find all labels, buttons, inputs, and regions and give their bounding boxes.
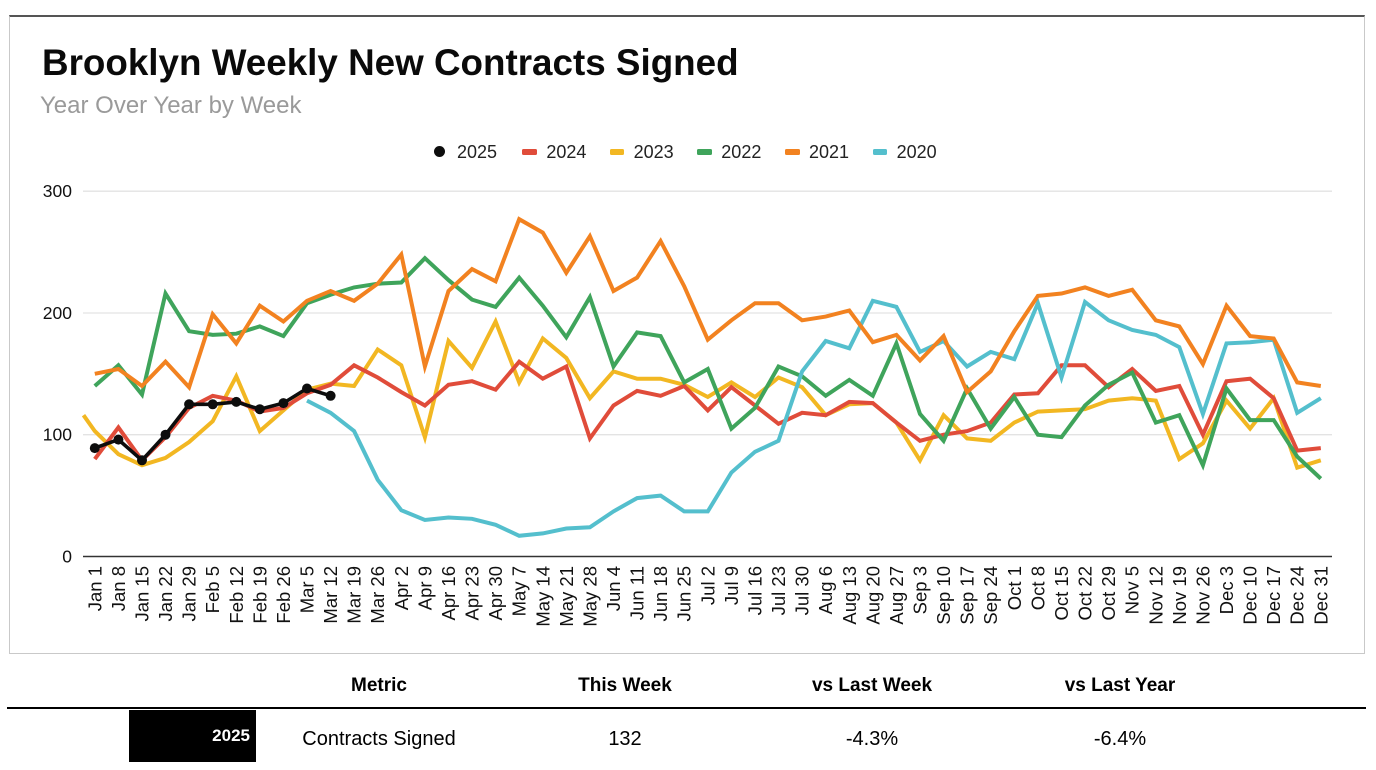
svg-text:Jan 1: Jan 1 <box>84 566 105 611</box>
svg-text:Aug 6: Aug 6 <box>815 566 836 614</box>
svg-text:Jun 25: Jun 25 <box>674 566 695 622</box>
svg-text:Dec 24: Dec 24 <box>1287 566 1308 625</box>
svg-text:Dec 17: Dec 17 <box>1263 566 1284 625</box>
svg-text:Sep 17: Sep 17 <box>957 566 978 625</box>
svg-text:Feb 19: Feb 19 <box>249 566 270 624</box>
svg-text:Aug 13: Aug 13 <box>839 566 860 625</box>
svg-text:Apr 23: Apr 23 <box>462 566 483 621</box>
svg-text:May 21: May 21 <box>556 566 577 627</box>
svg-text:Oct 8: Oct 8 <box>1027 566 1048 610</box>
svg-text:Mar 5: Mar 5 <box>297 566 318 613</box>
svg-text:Oct 15: Oct 15 <box>1051 566 1072 621</box>
svg-text:Feb 26: Feb 26 <box>273 566 294 624</box>
svg-text:Apr 2: Apr 2 <box>391 566 412 610</box>
svg-text:Jan 29: Jan 29 <box>179 566 200 622</box>
svg-text:Apr 9: Apr 9 <box>414 566 435 610</box>
svg-text:Jun 11: Jun 11 <box>627 566 648 620</box>
svg-text:Feb 5: Feb 5 <box>202 566 223 613</box>
svg-text:Aug 27: Aug 27 <box>886 566 907 625</box>
svg-text:Apr 30: Apr 30 <box>485 566 506 621</box>
svg-text:Apr 16: Apr 16 <box>438 566 459 621</box>
svg-text:Jul 2: Jul 2 <box>697 566 718 605</box>
svg-text:Nov 19: Nov 19 <box>1169 566 1190 625</box>
svg-text:Oct 22: Oct 22 <box>1075 566 1096 621</box>
svg-text:200: 200 <box>43 303 72 323</box>
svg-text:Jul 16: Jul 16 <box>745 566 766 615</box>
svg-text:Dec 3: Dec 3 <box>1216 566 1237 614</box>
svg-text:Mar 12: Mar 12 <box>320 566 341 624</box>
svg-text:Feb 12: Feb 12 <box>226 566 247 624</box>
svg-text:May 7: May 7 <box>509 566 530 616</box>
svg-text:Jun 18: Jun 18 <box>650 566 671 622</box>
svg-text:Jul 30: Jul 30 <box>792 566 813 615</box>
svg-text:Jul 23: Jul 23 <box>768 566 789 615</box>
svg-text:May 14: May 14 <box>532 566 553 627</box>
svg-text:Aug 20: Aug 20 <box>862 566 883 625</box>
svg-text:Oct 1: Oct 1 <box>1004 566 1025 610</box>
svg-text:0: 0 <box>62 547 72 567</box>
svg-text:Oct 29: Oct 29 <box>1098 566 1119 621</box>
svg-text:Dec 10: Dec 10 <box>1240 566 1261 625</box>
svg-text:Mar 19: Mar 19 <box>344 566 365 624</box>
svg-text:Jan 8: Jan 8 <box>108 566 129 611</box>
svg-text:100: 100 <box>43 425 72 445</box>
svg-text:Jan 22: Jan 22 <box>155 566 176 622</box>
svg-text:Nov 26: Nov 26 <box>1192 566 1213 625</box>
svg-text:May 28: May 28 <box>579 566 600 627</box>
svg-text:300: 300 <box>43 181 72 201</box>
svg-text:Nov 12: Nov 12 <box>1145 566 1166 625</box>
svg-text:Nov 5: Nov 5 <box>1122 566 1143 614</box>
svg-text:Jun 4: Jun 4 <box>603 566 624 611</box>
svg-text:Sep 3: Sep 3 <box>910 566 931 614</box>
svg-text:Mar 26: Mar 26 <box>367 566 388 624</box>
svg-text:Jul 9: Jul 9 <box>721 566 742 605</box>
svg-text:Sep 10: Sep 10 <box>933 566 954 625</box>
svg-text:Dec 31: Dec 31 <box>1310 566 1331 625</box>
svg-text:Sep 24: Sep 24 <box>980 566 1001 625</box>
svg-text:Jan 15: Jan 15 <box>132 566 153 622</box>
